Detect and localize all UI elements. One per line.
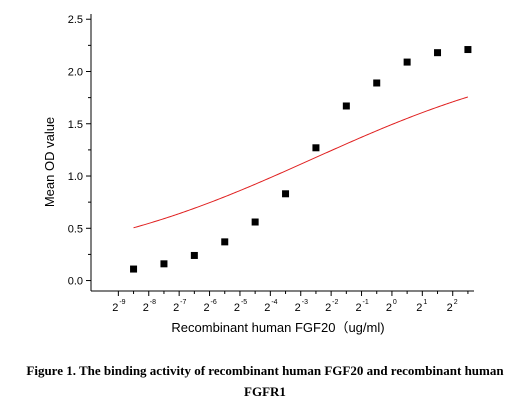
data-point <box>190 251 198 259</box>
x-tick-label-exponent: 2 <box>454 299 458 306</box>
x-tick-label-exponent: -9 <box>119 299 125 306</box>
x-tick-label-base: 2 <box>325 302 331 314</box>
x-tick-label-base: 2 <box>173 302 179 314</box>
data-point <box>434 49 442 57</box>
data-point <box>464 46 472 54</box>
x-tick-label-base: 2 <box>295 302 301 314</box>
x-tick-label-exponent: -3 <box>302 299 308 306</box>
caption-line-2: FGFR1 <box>244 384 286 399</box>
x-tick-label-exponent: -7 <box>180 299 186 306</box>
data-point <box>282 190 290 198</box>
y-axis-title: Mean OD value <box>42 117 57 207</box>
x-tick-label-base: 2 <box>143 302 149 314</box>
data-point <box>312 144 320 152</box>
x-tick-label-base: 2 <box>386 302 392 314</box>
x-tick-label-base: 2 <box>112 302 118 314</box>
fit-curve-layer <box>133 96 469 229</box>
chart-area: 0.0 0.5 1.0 1.5 2.0 2.5 2 -9 2 -8 2 -7 2 -6 2 -5 2 -4 2 -3 2… <box>42 14 474 335</box>
data-point <box>160 260 168 268</box>
axes: 0.00.51.01.52.02.52 -9 2 -8 2 -7 2 -6 2 -5 2 -4 2 -3 2… <box>68 14 474 314</box>
x-tick-label-base: 2 <box>355 302 361 314</box>
data-point <box>221 238 229 246</box>
data-points-layer <box>130 46 472 273</box>
x-tick-label-exponent: -5 <box>241 299 247 306</box>
data-point <box>403 58 411 66</box>
fit-curve <box>133 96 469 229</box>
y-tick-label: 1.5 <box>68 119 83 131</box>
x-tick-label-base: 2 <box>264 302 270 314</box>
y-tick-label: 2.5 <box>68 14 83 26</box>
figure-caption: Figure 1. The binding activity of recomb… <box>8 360 522 402</box>
x-axis-title: Recombinant human FGF20（ug/ml) <box>171 320 384 335</box>
data-point <box>251 218 259 226</box>
data-point <box>373 79 381 87</box>
binding-curve-chart: 0.00.51.01.52.02.52 -9 2 -8 2 -7 2 -6 2 -5 2 -4 2 -3 2… <box>42 14 474 335</box>
x-tick-label-exponent: -4 <box>271 299 277 306</box>
x-tick-label-base: 2 <box>416 302 422 314</box>
x-tick-label-exponent: 0 <box>393 299 397 306</box>
data-point <box>130 265 138 273</box>
caption-line-1: Figure 1. The binding activity of recomb… <box>26 363 504 378</box>
data-point <box>342 102 350 110</box>
x-tick-label-base: 2 <box>203 302 209 314</box>
x-tick-label-base: 2 <box>234 302 240 314</box>
x-tick-label-exponent: -1 <box>363 299 369 306</box>
x-tick-label-exponent: 1 <box>423 299 427 306</box>
y-tick-label: 1.0 <box>68 171 83 183</box>
x-tick-label-exponent: -2 <box>332 299 338 306</box>
x-tick-label-exponent: -8 <box>150 299 156 306</box>
y-tick-label: 0.5 <box>68 223 83 235</box>
x-tick-label-base: 2 <box>447 302 453 314</box>
y-tick-label: 0.0 <box>68 276 83 288</box>
x-tick-label-exponent: -6 <box>211 299 217 306</box>
y-tick-label: 2.0 <box>68 66 83 78</box>
